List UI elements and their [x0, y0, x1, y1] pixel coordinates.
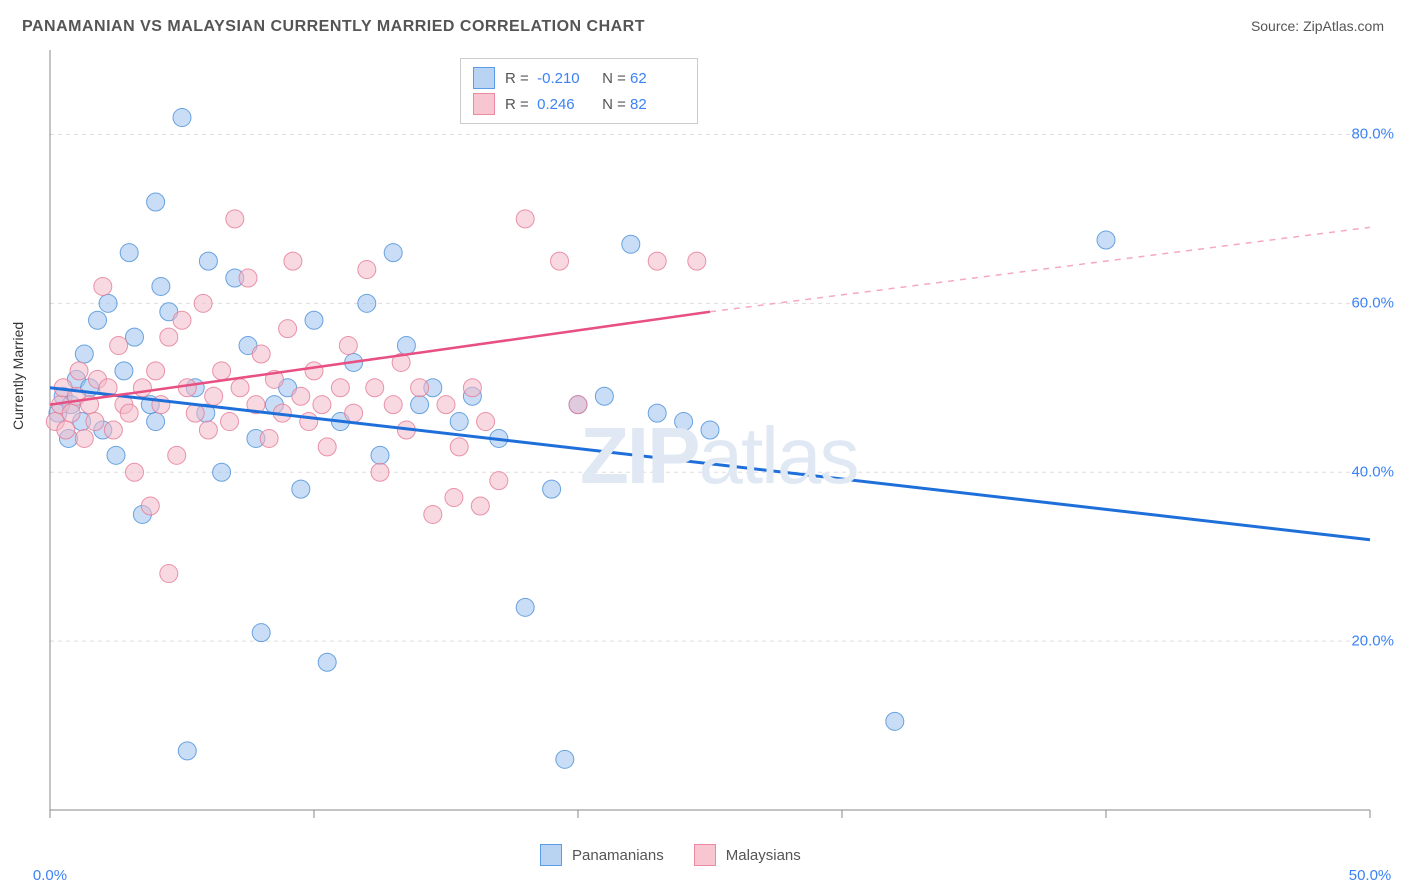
y-tick-label: 80.0% [1351, 126, 1394, 143]
legend-r: R = 0.246 [505, 96, 592, 113]
legend-r: R = -0.210 [505, 70, 592, 87]
x-tick-label: 50.0% [1349, 867, 1392, 884]
scatter-chart [0, 0, 1406, 892]
x-tick-label: 0.0% [33, 867, 67, 884]
y-tick-label: 60.0% [1351, 295, 1394, 312]
y-tick-label: 20.0% [1351, 633, 1394, 650]
legend-swatch [473, 67, 495, 89]
legend-series-item: Malaysians [694, 844, 801, 866]
legend-correlation-row: R = -0.210 N = 62 [473, 65, 685, 91]
legend-swatch [473, 93, 495, 115]
legend-series-item: Panamanians [540, 844, 664, 866]
legend-series-label: Malaysians [726, 847, 801, 864]
legend-n: N = 82 [602, 96, 685, 113]
legend-correlation: R = -0.210 N = 62 R = 0.246 N = 82 [460, 58, 698, 124]
y-tick-label: 40.0% [1351, 464, 1394, 481]
legend-series-label: Panamanians [572, 847, 664, 864]
legend-series: Panamanians Malaysians [540, 844, 831, 870]
chart-container: PANAMANIAN VS MALAYSIAN CURRENTLY MARRIE… [0, 0, 1406, 892]
legend-n: N = 62 [602, 70, 685, 87]
legend-swatch [540, 844, 562, 866]
legend-correlation-row: R = 0.246 N = 82 [473, 91, 685, 117]
legend-swatch [694, 844, 716, 866]
